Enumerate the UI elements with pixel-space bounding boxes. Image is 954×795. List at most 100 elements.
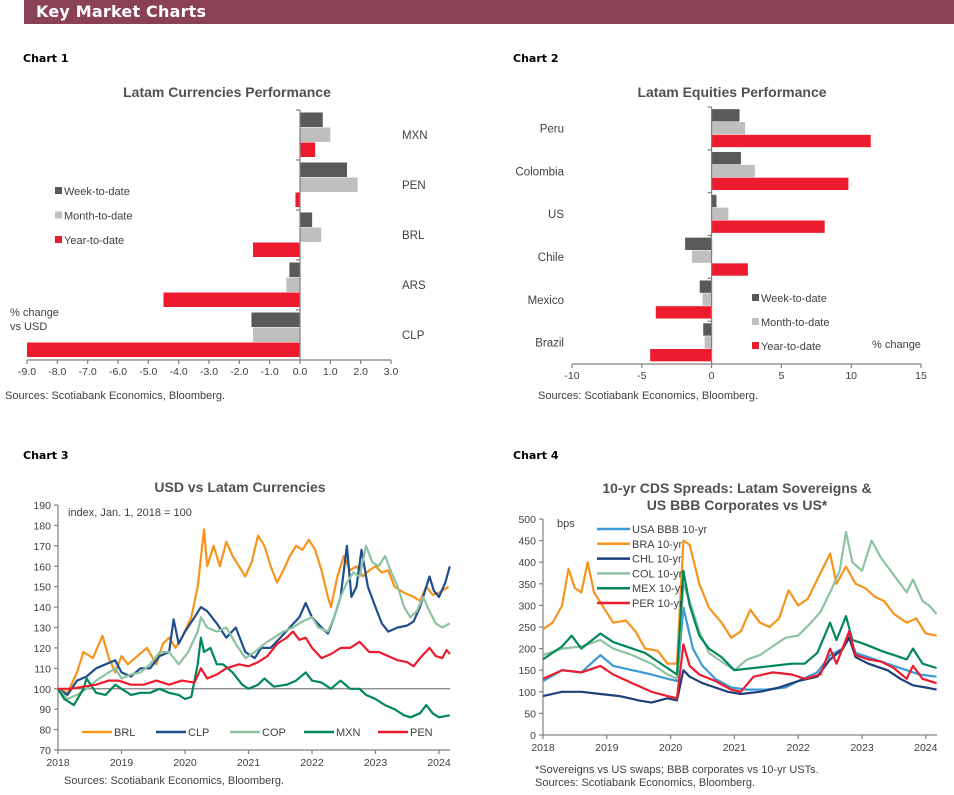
legend-label-clp: CLP (188, 727, 209, 739)
chart-4-footnote: *Sovereigns vs US swaps; BBB corporates … (535, 764, 819, 776)
bar-mxn-week-to-date (300, 112, 323, 127)
bar-mexico-month-to-date (702, 293, 712, 306)
chart-1-title: Latam Currencies Performance (123, 84, 331, 100)
y-tick-label: 0 (530, 730, 536, 742)
legend-label-pen: PEN (410, 727, 433, 739)
y-tick-label: 50 (524, 708, 536, 720)
y-tick-label: 100 (33, 684, 51, 696)
x-tick-label: 2021 (237, 757, 261, 769)
legend-label-month-to-date: Month-to-date (761, 317, 829, 329)
bar-peru-year-to-date (711, 134, 871, 148)
x-tick-label: -5.0 (139, 366, 157, 378)
y-tick-label: 180 (33, 520, 51, 532)
category-label-brazil: Brazil (535, 338, 564, 350)
y-tick-label: 200 (518, 644, 536, 656)
chart-1: Latam Currencies Performance MXN PEN BRL AR… (5, 84, 428, 402)
legend-label-col-10-yr: COL 10-yr (632, 568, 683, 580)
legend-label-month-to-date: Month-to-date (64, 211, 132, 223)
y-tick-label: 350 (518, 579, 536, 591)
chart-3: USD vs Latam Currencies 70 80 90 100 110 120 1… (33, 479, 451, 787)
chart-4-label: Chart 4 (513, 449, 559, 462)
bar-pen-week-to-date (300, 162, 348, 177)
series-line-col-10-yr (542, 530, 938, 680)
x-tick-label: -1.0 (261, 366, 279, 378)
section-header: Key Market Charts (24, 0, 954, 24)
bar-ars-week-to-date (289, 262, 300, 277)
bar-mexico-year-to-date (655, 306, 712, 319)
y-tick-label: 450 (518, 536, 536, 548)
series-line-clp (57, 544, 451, 696)
x-tick-label: -7.0 (79, 366, 97, 378)
legend-label-brl: BRL (114, 727, 135, 739)
bar-peru-week-to-date (711, 109, 740, 122)
x-tick-label: -10 (564, 370, 579, 382)
x-tick-label: 2018 (46, 757, 70, 769)
bar-pen-month-to-date (300, 177, 358, 192)
chart-1-xlabel-line1: % change (10, 307, 59, 319)
bar-brazil-week-to-date (703, 323, 712, 336)
y-tick-label: 100 (518, 687, 536, 699)
category-label-colombia: Colombia (515, 166, 564, 178)
bar-colombia-week-to-date (711, 151, 741, 165)
legend-label-mxn: MXN (336, 727, 361, 739)
y-tick-label: 70 (39, 745, 51, 757)
chart-3-label: Chart 3 (23, 449, 69, 462)
legend-label-week-to-date: Week-to-date (64, 186, 130, 198)
x-tick-label: -2.0 (230, 366, 248, 378)
chart-4-title-line2: US BBB Corporates vs US* (647, 497, 828, 513)
chart-2-title: Latam Equities Performance (637, 84, 826, 100)
bar-chile-month-to-date (692, 250, 712, 263)
series-line-usa-bbb-10-yr (542, 606, 937, 691)
y-tick-label: 90 (39, 704, 51, 716)
x-tick-label: 10 (845, 370, 857, 382)
series-line-mex-10-yr (542, 569, 937, 676)
bar-brl-year-to-date (252, 242, 300, 257)
bar-brazil-month-to-date (704, 336, 712, 349)
x-tick-label: 2.0 (353, 366, 368, 378)
y-tick-label: 150 (518, 665, 536, 677)
y-tick-label: 250 (518, 622, 536, 634)
category-label-clp: CLP (402, 330, 425, 342)
chart-3-title: USD vs Latam Currencies (154, 479, 325, 495)
series-line-bra-10-yr (542, 539, 937, 665)
y-tick-label: 150 (33, 582, 51, 594)
x-tick-label: 0.0 (293, 366, 308, 378)
legend-label-week-to-date: Week-to-date (761, 293, 827, 305)
chart-1-xlabel-line2: vs USD (10, 321, 47, 333)
bar-chile-year-to-date (711, 263, 748, 276)
bar-brl-month-to-date (300, 227, 322, 242)
category-label-pen: PEN (402, 180, 426, 192)
bar-colombia-month-to-date (711, 164, 755, 178)
x-tick-label: 2021 (723, 742, 747, 754)
legend-label-usa-bbb-10-yr: USA BBB 10-yr (632, 524, 708, 536)
bar-peru-month-to-date (711, 121, 746, 135)
x-tick-label: 15 (915, 370, 927, 382)
chart-4-title-line1: 10-yr CDS Spreads: Latam Sovereigns & (602, 480, 871, 496)
x-tick-label: -3.0 (200, 366, 218, 378)
bar-mxn-year-to-date (300, 142, 316, 157)
y-tick-label: 140 (33, 602, 51, 614)
chart-3-source: Sources: Scotiabank Economics, Bloomberg… (64, 775, 284, 787)
chart-2-source: Sources: Scotiabank Economics, Bloomberg… (538, 390, 758, 402)
legend-label-cop: COP (262, 727, 286, 739)
y-tick-label: 300 (518, 600, 536, 612)
category-label-peru: Peru (540, 123, 564, 135)
x-tick-label: 2022 (300, 757, 324, 769)
category-label-mxn: MXN (402, 130, 428, 142)
bar-brl-week-to-date (300, 212, 313, 227)
y-tick-label: 400 (518, 557, 536, 569)
y-tick-label: 80 (39, 725, 51, 737)
bar-pen-year-to-date (295, 192, 300, 207)
x-tick-label: -6.0 (109, 366, 127, 378)
bar-clp-month-to-date (252, 327, 300, 342)
y-tick-label: 500 (518, 514, 536, 526)
bar-clp-week-to-date (251, 312, 300, 327)
chart-2-label: Chart 2 (513, 52, 559, 65)
bar-us-week-to-date (711, 194, 717, 208)
chart-1-source: Sources: Scotiabank Economics, Bloomberg… (5, 390, 225, 402)
x-tick-label: 2019 (595, 742, 619, 754)
bar-us-month-to-date (711, 207, 729, 221)
legend-swatch-month-to-date (752, 318, 759, 325)
category-label-brl: BRL (402, 230, 425, 242)
